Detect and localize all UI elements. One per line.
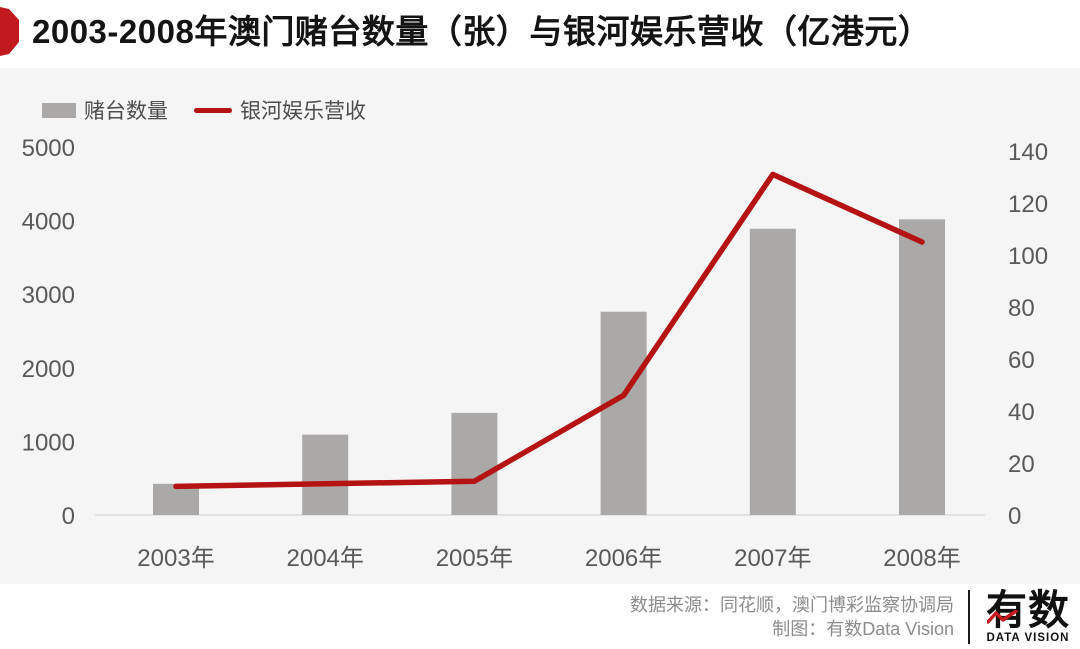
right-axis-tick: 40	[1008, 399, 1035, 426]
x-axis-label: 2006年	[585, 545, 662, 572]
x-axis-label: 2008年	[883, 545, 960, 572]
logo-subtext: DATA VISION	[986, 632, 1070, 644]
title-ribbon-icon	[0, 7, 19, 56]
right-axis-tick: 140	[1008, 139, 1048, 166]
x-axis-label: 2005年	[436, 545, 513, 572]
footer: 数据来源：同花顺，澳门博彩监察协调局 制图：有数Data Vision 有数 D…	[0, 584, 1080, 649]
bar-2006年	[600, 311, 647, 515]
left-axis-tick: 5000	[22, 135, 75, 162]
x-axis-label: 2004年	[287, 545, 364, 572]
right-axis-tick: 100	[1008, 243, 1048, 270]
bar-2004年	[302, 434, 349, 515]
right-axis-tick: 80	[1008, 295, 1035, 322]
logo-text: 有数	[986, 587, 1070, 633]
credit-text: 制图：有数Data Vision	[772, 618, 954, 639]
footer-divider	[968, 589, 970, 644]
legend-label-tables: 赌台数量	[84, 100, 168, 123]
left-axis-tick: 4000	[22, 209, 75, 236]
legend-label-revenue: 银河娱乐营收	[240, 100, 366, 123]
legend-item-tables: 赌台数量	[42, 95, 168, 125]
left-axis-tick: 1000	[22, 429, 75, 456]
bar-2008年	[899, 219, 945, 515]
right-axis-tick: 120	[1008, 191, 1048, 218]
line-legend-swatch-icon	[194, 107, 232, 113]
ribbon-shape	[0, 7, 19, 56]
bar-legend-swatch-icon	[42, 102, 76, 118]
brand-logo: 有数 DATA VISION	[984, 589, 1072, 644]
revenue-line	[173, 171, 925, 490]
bar-2007年	[749, 228, 796, 516]
x-axis-label: 2007年	[734, 545, 811, 572]
right-axis-tick: 0	[1008, 503, 1021, 530]
x-axis-label: 2003年	[137, 545, 214, 572]
bar-2005年	[451, 412, 498, 515]
left-axis-tick: 3000	[22, 282, 75, 309]
chart-area: 0 1000 2000 3000 4000 5000 0 20 40 60 80 100 120 140 2…	[0, 68, 1080, 584]
title-bar: 2003-2008年澳门赌台数量（张）与银河娱乐营收（亿港元）	[0, 0, 1080, 68]
right-axis-tick: 60	[1008, 347, 1035, 374]
credits: 数据来源：同花顺，澳门博彩监察协调局 制图：有数Data Vision	[630, 593, 954, 641]
data-source-text: 数据来源：同花顺，澳门博彩监察协调局	[630, 594, 954, 615]
legend-item-revenue: 银河娱乐营收	[194, 95, 366, 125]
right-axis-tick: 20	[1008, 451, 1035, 478]
page-title: 2003-2008年澳门赌台数量（张）与银河娱乐营收（亿港元）	[32, 13, 932, 50]
left-axis-tick: 2000	[22, 356, 75, 383]
combo-chart: 0 1000 2000 3000 4000 5000 0 20 40 60 80 100 120 140 2…	[22, 135, 1048, 572]
legend: 赌台数量 银河娱乐营收	[42, 95, 366, 125]
left-axis-tick: 0	[62, 503, 75, 530]
